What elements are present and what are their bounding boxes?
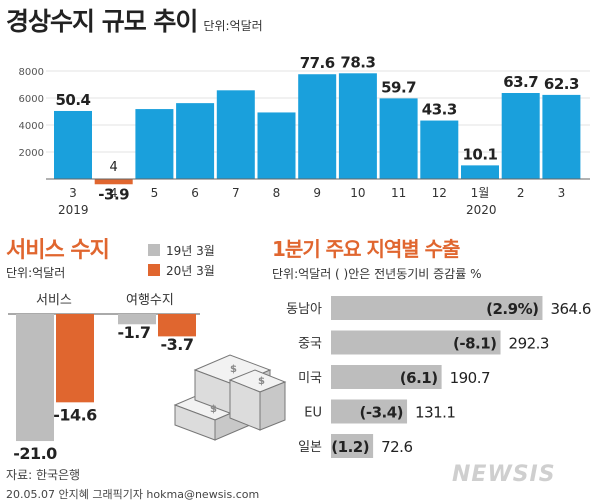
- y-tick-label: 2000: [19, 148, 44, 159]
- april-marker-label: 4: [110, 160, 118, 175]
- svg-text:$: $: [258, 376, 265, 387]
- region-label: 미국: [298, 371, 322, 386]
- x-tick-label: 6: [191, 186, 199, 200]
- x-tick-label: 2: [517, 186, 525, 200]
- x-tick-label: 9: [313, 186, 321, 200]
- region-change-label: (1.2): [331, 438, 369, 456]
- services-value-label: -3.7: [161, 335, 194, 354]
- x-tick-label: 12: [432, 186, 447, 200]
- x-tick-label: 8: [273, 186, 281, 200]
- region-value-label: 131.1: [415, 404, 455, 422]
- region-bar: [331, 330, 501, 355]
- data-label: -3.9: [98, 185, 129, 203]
- regions-chart-title: 1분기 주요 지역별 수출: [272, 237, 460, 261]
- regions-chart-unit: 단위:억달러 ( )안은 전년동기비 증감률 %: [272, 267, 482, 281]
- region-change-label: (6.1): [400, 369, 438, 387]
- region-change-label: (2.9%): [486, 300, 538, 318]
- services-value-label: -14.6: [53, 405, 97, 424]
- y-tick-label: 6000: [19, 94, 44, 105]
- services-bar: [16, 314, 54, 442]
- bar-3: [542, 94, 581, 179]
- year-label-2019: 2019: [58, 203, 89, 217]
- main-chart-title: 경상수지 규모 추이 단위:억달러: [6, 2, 263, 38]
- y-tick-label: 4000: [19, 121, 44, 132]
- main-chart-unit: 단위:억달러: [203, 19, 263, 33]
- x-tick-label: 5: [151, 186, 159, 200]
- x-tick-label: 10: [350, 186, 365, 200]
- svg-text:$: $: [210, 404, 217, 415]
- region-bar: [331, 434, 374, 458]
- newsis-logo: NEWSIS: [452, 462, 556, 487]
- legend-label-2019: 19년 3월: [166, 244, 215, 258]
- region-label: 중국: [298, 337, 322, 352]
- services-bar: [56, 314, 94, 403]
- services-value-label: -1.7: [118, 323, 151, 342]
- region-value-label: 364.6: [550, 300, 590, 318]
- region-change-label: (-3.4): [360, 404, 404, 422]
- legend-label-2020: 20년 3월: [166, 264, 215, 278]
- data-label: 50.4: [55, 91, 90, 109]
- credit-label: 20.05.07 안지혜 그래픽기자 hokma@newsis.com: [6, 488, 260, 501]
- services-value-label: -21.0: [13, 444, 57, 463]
- bar-5: [135, 109, 174, 179]
- data-label: 10.1: [462, 145, 497, 163]
- bar-12: [420, 120, 459, 179]
- x-tick-label: 11: [391, 186, 406, 200]
- bar-10: [338, 73, 377, 179]
- services-category-label: 서비스: [36, 293, 72, 308]
- x-tick-label: 3: [558, 186, 566, 200]
- region-value-label: 72.6: [381, 438, 412, 456]
- main-chart-title-text: 경상수지 규모 추이: [6, 7, 198, 36]
- x-tick-label: 1월: [471, 186, 490, 200]
- x-tick-label: 4: [110, 186, 118, 200]
- region-label: EU: [304, 406, 322, 421]
- region-value-label: 190.7: [450, 369, 490, 387]
- data-label: 77.6: [300, 54, 335, 72]
- bar-9: [298, 74, 337, 179]
- region-bar: [331, 365, 442, 389]
- y-tick-label: 8000: [19, 67, 44, 78]
- bar-3: [54, 110, 92, 179]
- region-label: 일본: [298, 440, 322, 455]
- bar-8: [257, 112, 296, 179]
- travel-category-label: 여행수지: [126, 293, 174, 308]
- region-bar: [331, 296, 543, 320]
- bar-4: [94, 179, 133, 185]
- bar-7: [216, 90, 255, 179]
- region-bar: [331, 399, 408, 424]
- region-value-label: 292.3: [509, 335, 549, 353]
- x-tick-label: 7: [232, 186, 240, 200]
- legend-swatch-2019: [148, 244, 160, 256]
- x-tick-label: 3: [69, 186, 77, 200]
- year-label-2020: 2020: [466, 203, 497, 217]
- region-label: 동남아: [286, 302, 322, 317]
- data-label: 59.7: [381, 78, 416, 96]
- services-bar: [158, 314, 196, 337]
- bar-6: [176, 103, 215, 179]
- data-label: 78.3: [340, 53, 375, 71]
- services-bar: [118, 314, 156, 325]
- services-chart-title: 서비스 수지: [6, 238, 110, 263]
- region-change-label: (-8.1): [453, 335, 497, 353]
- bar-11: [379, 98, 418, 179]
- legend-swatch-2020: [148, 264, 160, 276]
- data-label: 43.3: [422, 101, 457, 119]
- data-label: 63.7: [503, 73, 538, 91]
- bar-1월: [461, 165, 499, 179]
- data-label: 62.3: [544, 75, 579, 93]
- source-label: 자료: 한국은행: [6, 468, 81, 482]
- services-chart-unit: 단위:억달러: [6, 266, 66, 280]
- svg-text:$: $: [230, 364, 237, 375]
- bar-2: [501, 93, 540, 179]
